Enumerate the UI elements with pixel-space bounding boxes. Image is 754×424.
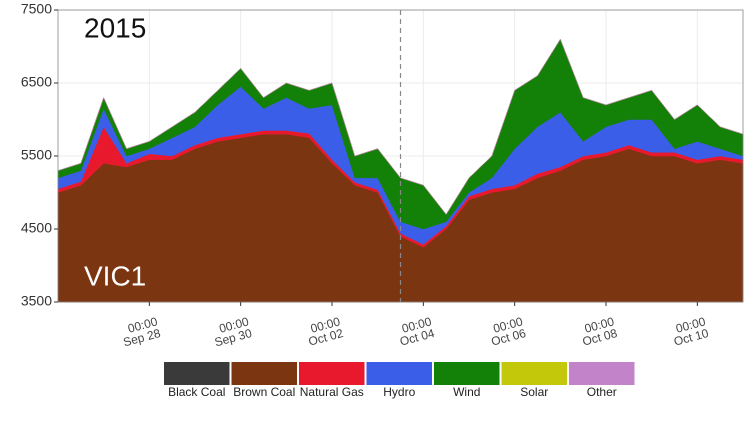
legend-swatch (366, 362, 432, 385)
legend-label: Natural Gas (300, 385, 364, 399)
legend-label: Brown Coal (233, 385, 295, 399)
legend-swatch (164, 362, 230, 385)
legend-swatch (569, 362, 635, 385)
legend-label: Solar (520, 385, 548, 399)
annotation: VIC1 (84, 260, 146, 291)
y-tick-label: 3500 (21, 293, 52, 309)
annotation: 2015 (84, 12, 146, 43)
legend-swatch (434, 362, 500, 385)
legend-label: Wind (453, 385, 480, 399)
y-tick-label: 7500 (21, 1, 52, 17)
y-tick-label: 4500 (21, 220, 52, 236)
legend-label: Other (587, 385, 617, 399)
legend-label: Hydro (383, 385, 415, 399)
y-tick-label: 5500 (21, 147, 52, 163)
legend-label: Black Coal (168, 385, 225, 399)
legend-swatch (299, 362, 365, 385)
legend-swatch (501, 362, 567, 385)
legend-swatch (231, 362, 297, 385)
y-tick-label: 6500 (21, 74, 52, 90)
